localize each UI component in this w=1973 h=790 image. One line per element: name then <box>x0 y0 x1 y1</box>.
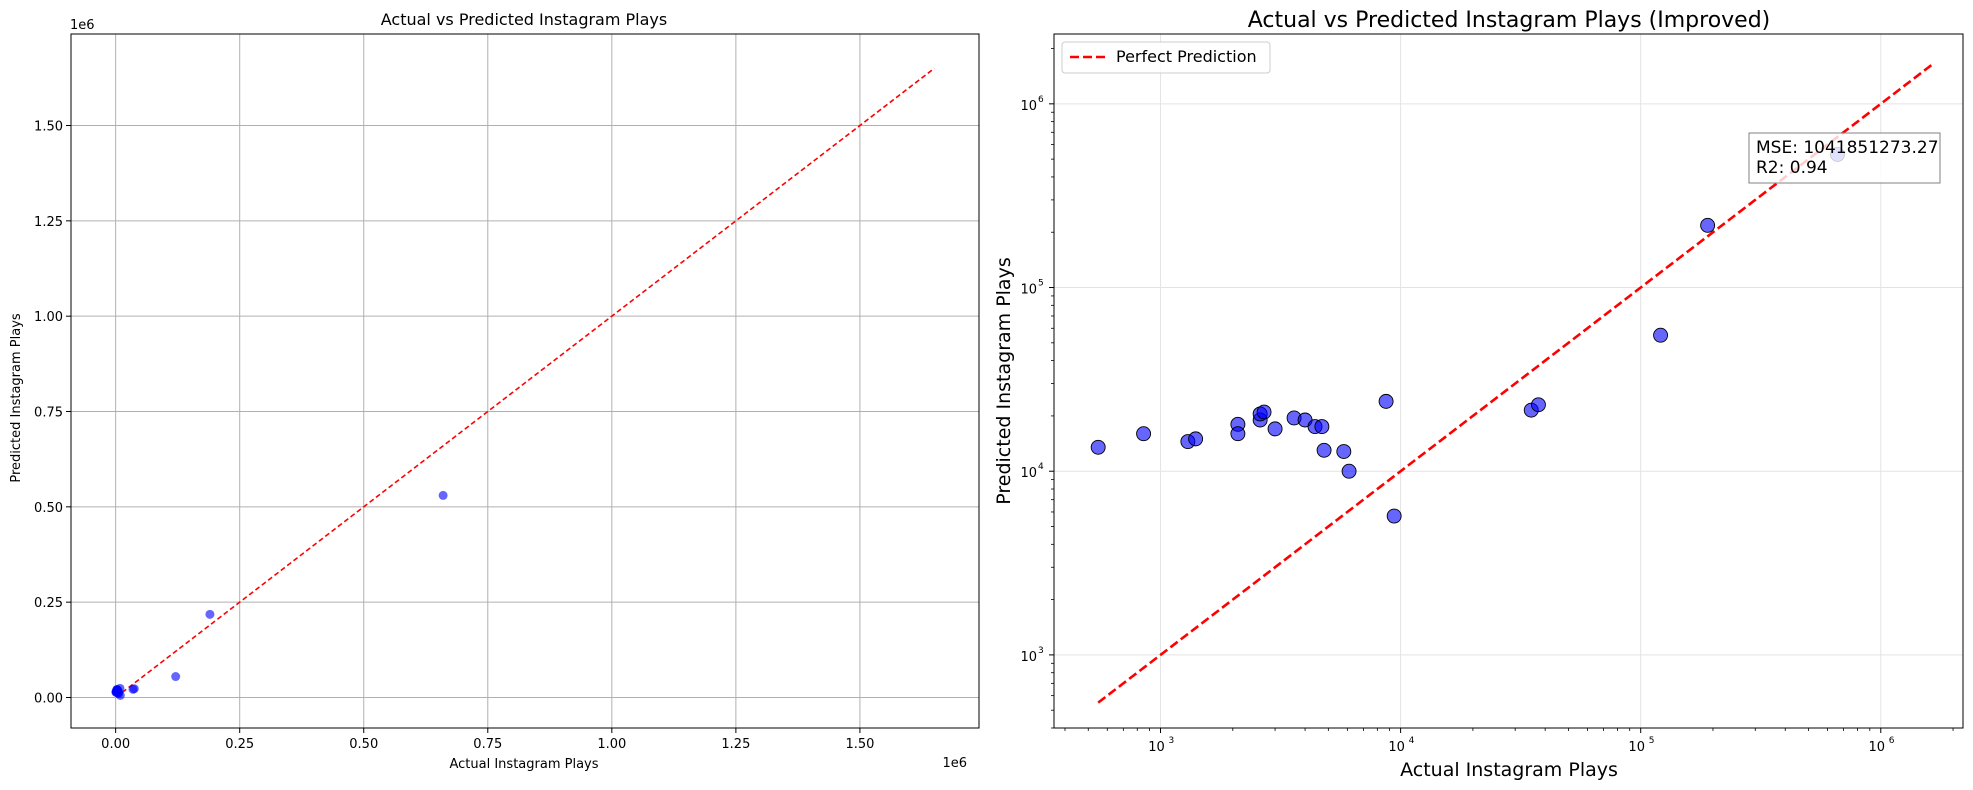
left-x-tick-label: 1.25 <box>721 737 750 752</box>
right-chart: Actual vs Predicted Instagram Plays (Imp… <box>993 8 1964 781</box>
right-data-point <box>1700 217 1716 233</box>
right-x-tick-exponent: 4 <box>1409 736 1415 746</box>
right-legend-label: Perfect Prediction <box>1116 47 1257 66</box>
right-ticks: 10 3 10 4 10 5 10 610 310 410 510 6 <box>1020 48 1954 755</box>
left-x-axis-title: Actual Instagram Plays <box>449 757 598 772</box>
right-y-tick-label: 10 <box>1020 283 1037 298</box>
right-data-point <box>1316 442 1332 458</box>
left-points <box>111 490 448 700</box>
right-data-point <box>1386 508 1402 524</box>
right-points <box>1090 147 1845 524</box>
left-y-tick-label: 0.75 <box>34 406 63 421</box>
right-y-tick-label: 10 <box>1020 466 1037 481</box>
left-data-point <box>115 690 125 700</box>
left-chart-title: Actual vs Predicted Instagram Plays <box>381 10 667 29</box>
right-x-tick-label: 10 <box>1869 740 1886 755</box>
right-data-point <box>1336 444 1352 459</box>
right-y-tick-label: 10 <box>1020 650 1037 665</box>
right-data-point <box>1136 426 1152 442</box>
right-annotation-mse: MSE: 1041851273.27 <box>1756 138 1939 158</box>
left-x-tick-label: 1.50 <box>845 737 874 752</box>
right-x-tick-label: 10 <box>1628 740 1645 755</box>
right-data-point <box>1378 393 1394 409</box>
right-data-point <box>1530 397 1546 413</box>
right-y-tick-label: 10 <box>1020 99 1037 114</box>
left-data-point <box>205 609 215 619</box>
left-x-tick-label: 0.75 <box>473 737 502 752</box>
right-y-tick-exponent: 6 <box>1038 95 1044 105</box>
left-y-tick-label: 1.25 <box>34 215 63 230</box>
left-data-point <box>129 684 139 694</box>
left-x-tick-label: 0.50 <box>349 737 378 752</box>
left-y-offset-text: 1e6 <box>70 18 95 33</box>
left-x-tick-label: 0.00 <box>101 737 130 752</box>
right-chart-title: Actual vs Predicted Instagram Plays (Imp… <box>1248 8 1771 33</box>
left-x-offset-text: 1e6 <box>942 756 967 771</box>
right-x-tick-exponent: 3 <box>1169 736 1175 746</box>
left-y-tick-label: 1.50 <box>34 120 63 135</box>
left-ticks: 0.00 0.25 0.50 0.75 1.00 1.25 1.50 0.00 0.25 0.50… <box>34 120 874 752</box>
left-data-point <box>438 490 448 500</box>
right-data-point <box>1188 431 1204 447</box>
left-y-tick-label: 0.25 <box>34 596 63 611</box>
right-plot-frame <box>1053 33 1964 729</box>
left-y-tick-label: 0.50 <box>34 501 63 516</box>
left-plot-frame <box>70 33 980 729</box>
left-x-tick-label: 1.00 <box>597 737 626 752</box>
right-annotation-r2: R2: 0.94 <box>1756 158 1828 178</box>
right-data-point <box>1653 327 1669 343</box>
left-y-tick-label: 0.00 <box>34 691 63 706</box>
left-grid <box>71 34 979 728</box>
right-legend: Perfect Prediction <box>1061 41 1271 74</box>
right-data-point <box>1314 419 1330 435</box>
right-legend-box <box>1061 41 1271 74</box>
left-x-tick-label: 0.25 <box>225 737 254 752</box>
right-annotation: MSE: 1041851273.27 R2: 0.94 <box>1748 132 1941 184</box>
right-y-tick-exponent: 4 <box>1038 462 1044 472</box>
right-data-point <box>1256 404 1272 420</box>
left-data-point <box>115 683 125 693</box>
left-data-point <box>171 672 181 682</box>
left-perfect-prediction-line <box>115 67 935 698</box>
right-y-tick-exponent: 3 <box>1038 646 1044 656</box>
right-x-axis-title: Actual Instagram Plays <box>1400 759 1618 781</box>
right-data-point <box>1341 463 1357 479</box>
left-y-tick-label: 1.00 <box>34 310 63 325</box>
right-x-tick-exponent: 6 <box>1889 736 1895 746</box>
right-data-point <box>1267 421 1283 437</box>
right-data-point <box>1090 439 1106 455</box>
right-x-tick-exponent: 5 <box>1649 736 1655 746</box>
right-grid <box>1054 34 1963 728</box>
left-chart: Actual vs Predicted Instagram Plays Actu… <box>9 10 980 772</box>
right-x-tick-label: 10 <box>1148 740 1165 755</box>
right-data-point <box>1230 426 1246 442</box>
right-x-tick-label: 10 <box>1388 740 1405 755</box>
right-y-tick-exponent: 5 <box>1038 279 1044 289</box>
right-y-axis-title: Predicted Instagram Plays <box>993 257 1015 504</box>
left-y-axis-title: Predicted Instagram Plays <box>9 313 24 483</box>
right-annotation-box <box>1748 132 1941 184</box>
